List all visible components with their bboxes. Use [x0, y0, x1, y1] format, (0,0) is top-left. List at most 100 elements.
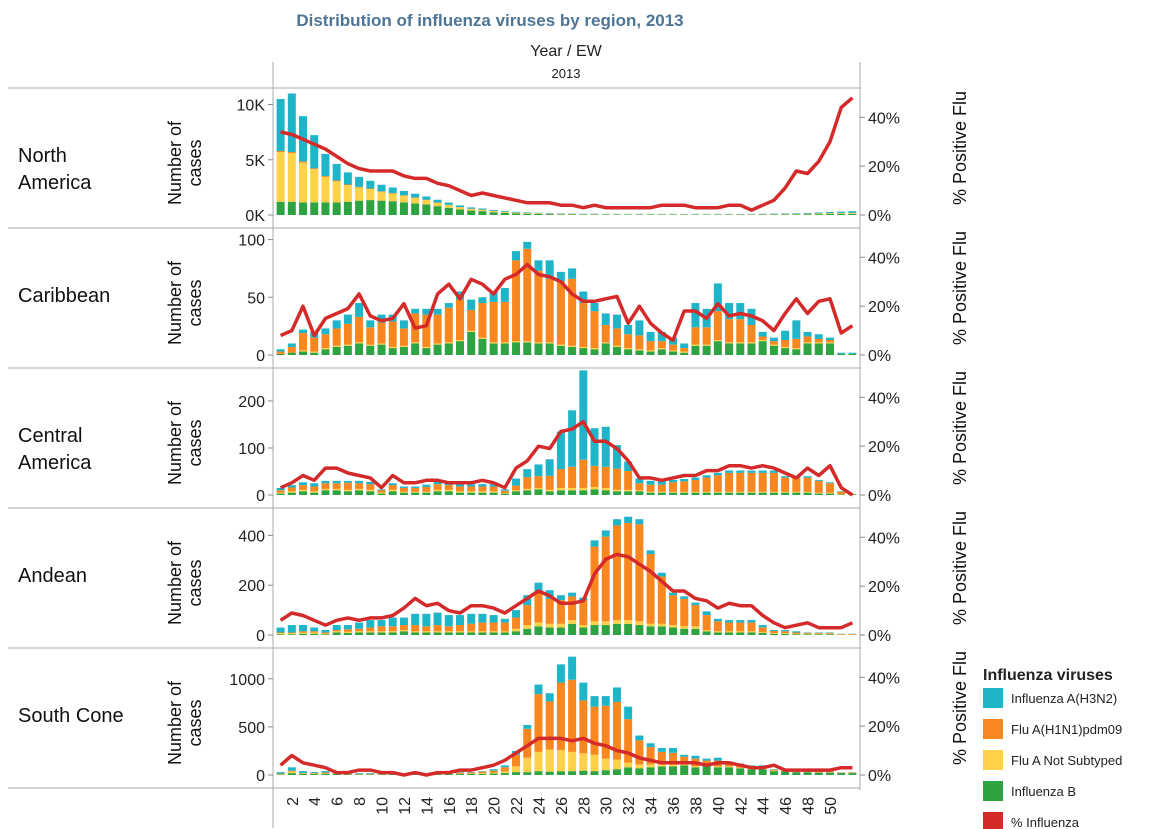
x-tick-label: 14 — [419, 797, 436, 815]
bar-segment — [635, 519, 644, 525]
bar-segment — [399, 345, 408, 347]
bar-segment — [299, 333, 308, 351]
y2-tick-label: 20% — [868, 579, 900, 596]
bar-segment — [500, 342, 509, 344]
bar-segment — [411, 193, 420, 198]
bar-segment — [299, 633, 308, 635]
bar-segment — [612, 623, 621, 635]
bar-segment — [399, 202, 408, 215]
bar-segment — [624, 471, 633, 490]
x-tick-label: 42 — [733, 797, 750, 815]
bar-segment — [590, 540, 599, 547]
bar-segment — [399, 487, 408, 492]
bar-segment — [691, 626, 700, 629]
bar-segment — [612, 345, 621, 347]
bar-segment — [377, 314, 386, 323]
bar-segment — [579, 625, 588, 628]
bar-segment — [332, 180, 341, 182]
bar-segment — [343, 629, 352, 632]
bar-segment — [500, 301, 509, 343]
bar-segment — [590, 303, 599, 312]
bar-segment — [355, 628, 364, 632]
x-tick-label: 2 — [285, 797, 302, 806]
bar-segment — [276, 490, 285, 493]
bar-segment — [355, 342, 364, 344]
bar-segment — [702, 492, 711, 495]
bar-segment — [523, 605, 532, 626]
bar-segment — [657, 751, 666, 765]
bar-segment — [691, 491, 700, 493]
bar-segment — [355, 480, 364, 484]
y2-axis-label: % Positive Flu — [950, 650, 970, 766]
bar-segment — [825, 214, 834, 215]
bar-segment — [321, 771, 330, 773]
bar-segment — [523, 213, 532, 214]
bar-segment — [568, 592, 577, 597]
bar-segment — [825, 213, 834, 215]
bar-segment — [523, 724, 532, 729]
bar-segment — [545, 214, 554, 215]
bar-segment — [814, 480, 823, 493]
bar-segment — [366, 632, 375, 635]
percent-line — [279, 262, 854, 343]
bar-segment — [680, 343, 689, 349]
bar-segment — [657, 766, 666, 775]
bar-segment — [534, 751, 543, 772]
bar-segment — [646, 480, 655, 485]
bar-segment — [377, 200, 386, 215]
bar-segment — [725, 767, 734, 775]
bar-segment — [556, 627, 565, 635]
bar-segment — [601, 625, 610, 635]
bar-segment — [455, 339, 464, 342]
bar-segment — [691, 628, 700, 635]
bar-segment — [355, 176, 364, 187]
bar-segment — [534, 771, 543, 775]
bar-segment — [388, 491, 397, 495]
bar-segment — [455, 774, 464, 775]
bar-segment — [343, 489, 352, 492]
bar-segment — [848, 352, 857, 354]
bar-segment — [478, 297, 487, 304]
bar-segment — [769, 631, 778, 634]
bar-segment — [646, 331, 655, 342]
bar-segment — [669, 491, 678, 493]
bar-segment — [433, 308, 442, 315]
bar-segment — [646, 341, 655, 351]
bar-segment — [377, 493, 386, 495]
bar-segment — [736, 303, 745, 320]
bar-segment — [556, 771, 565, 775]
bar-segment — [556, 281, 565, 345]
bar-segment — [803, 476, 812, 478]
bar-segment — [624, 706, 633, 720]
bar-segment — [736, 768, 745, 775]
y-tick-label: 0 — [256, 628, 265, 645]
bar-segment — [478, 209, 487, 212]
bar-segment — [299, 202, 308, 215]
bar-segment — [612, 687, 621, 702]
bar-segment — [669, 625, 678, 628]
bar-segment — [758, 331, 767, 337]
bar-segment — [769, 633, 778, 634]
bar-segment — [792, 338, 801, 349]
bar-segment — [478, 622, 487, 632]
bar-segment — [523, 757, 532, 773]
bar-segment — [568, 490, 577, 495]
bar-segment — [624, 349, 633, 355]
y2-tick-label: 0% — [868, 348, 891, 365]
bar-segment — [635, 740, 644, 765]
bar-segment — [512, 631, 521, 635]
bar-segment — [332, 632, 341, 635]
region-label: Andean — [18, 565, 87, 587]
bar-segment — [455, 491, 464, 493]
bar-segment — [545, 343, 554, 355]
bar-segment — [568, 268, 577, 279]
bar-segment — [601, 466, 610, 488]
bar-segment — [512, 772, 521, 775]
bar-segment — [601, 342, 610, 344]
bar-segment — [467, 207, 476, 209]
bar-segment — [512, 766, 521, 773]
bar-segment — [579, 370, 588, 460]
bar-segment — [758, 625, 767, 628]
bar-segment — [725, 470, 734, 473]
